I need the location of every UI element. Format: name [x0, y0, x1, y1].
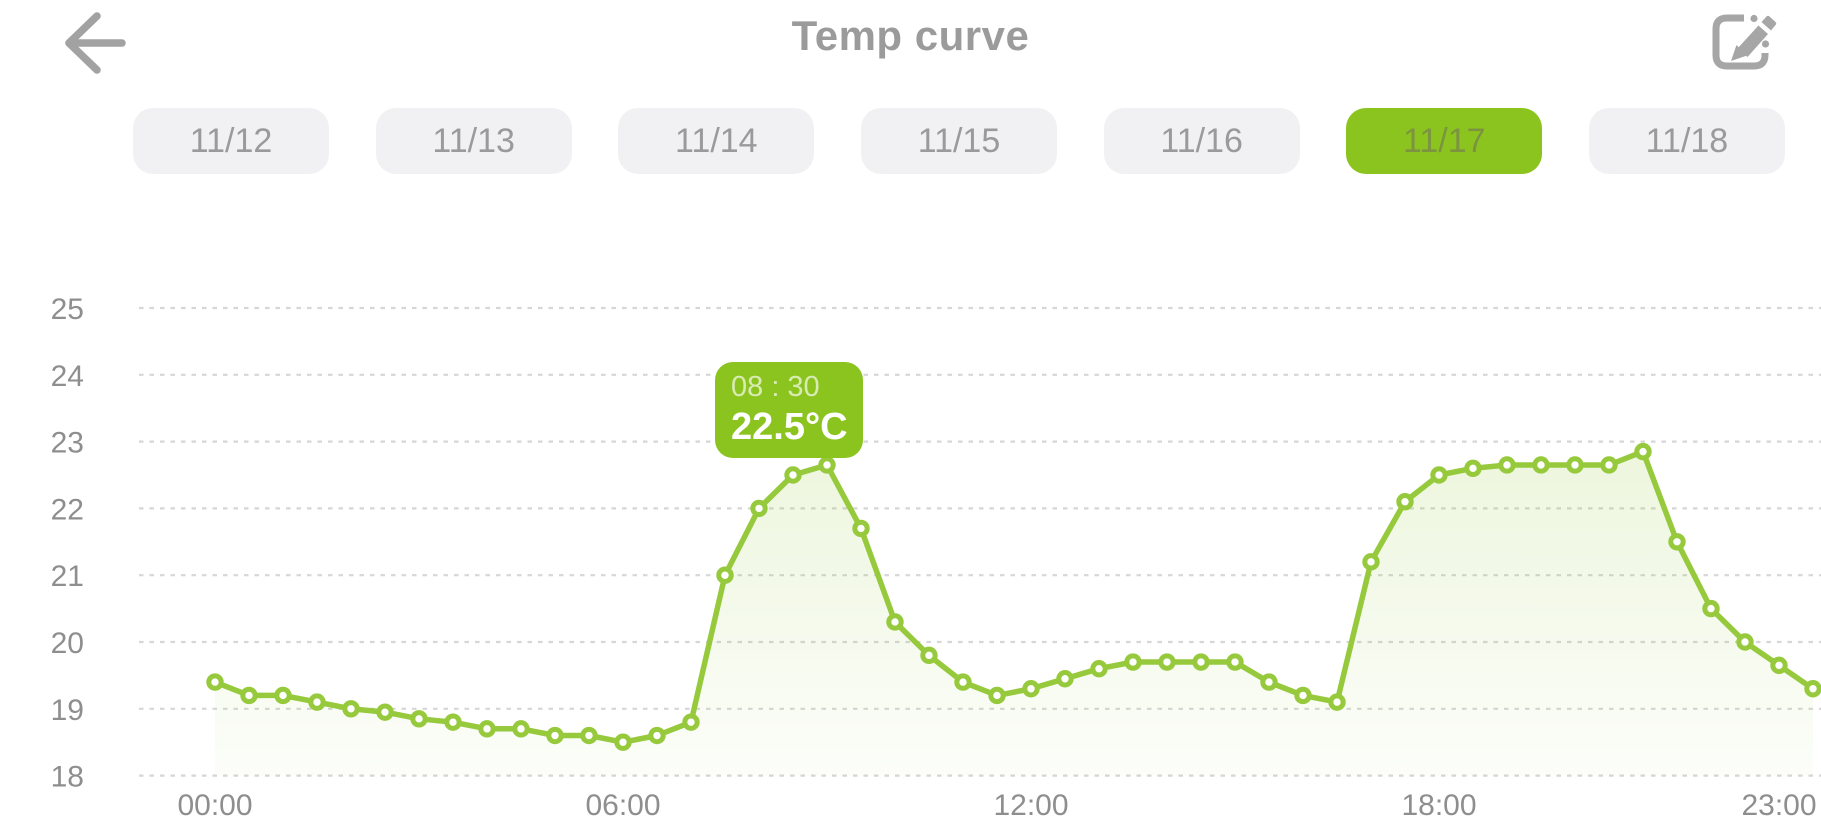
data-point-03:30[interactable] — [444, 713, 462, 731]
date-tab-11-17[interactable]: 11/17 — [1346, 108, 1543, 174]
data-point-20:30[interactable] — [1600, 456, 1618, 474]
data-point-01:30[interactable] — [308, 693, 326, 711]
data-point-09:30[interactable] — [852, 519, 870, 538]
data-point-15:00[interactable] — [1226, 653, 1244, 671]
y-tick-label-23: 23 — [51, 427, 84, 460]
y-tick-label-18: 18 — [51, 761, 84, 794]
temp-chart: 25 24 23 22 21 20 19 18 00:00 06:00 12:00 18:00 23:0… — [51, 293, 1821, 822]
x-tick-label-00:00: 00:00 — [177, 789, 252, 822]
data-point-20:00[interactable] — [1566, 456, 1584, 474]
date-tab-11-18[interactable]: 11/18 — [1588, 108, 1785, 174]
data-point-10:30[interactable] — [920, 646, 938, 665]
arrow-left-icon — [65, 12, 126, 74]
data-point-02:30[interactable] — [376, 703, 394, 721]
y-tick-label-19: 19 — [51, 694, 84, 727]
data-point-18:00[interactable] — [1430, 466, 1448, 484]
axis-label-layer: 25 24 23 22 21 20 19 18 00:00 06:00 12:00 18:00 23:0… — [51, 293, 1817, 822]
back-button[interactable] — [56, 4, 132, 80]
data-point-13:30[interactable] — [1124, 653, 1142, 671]
data-point-16:00[interactable] — [1294, 686, 1312, 705]
series-layer — [206, 442, 1821, 776]
date-tab-11-15[interactable]: 11/15 — [860, 108, 1057, 174]
data-point-00:30[interactable] — [240, 686, 258, 705]
data-point-17:30[interactable] — [1396, 493, 1414, 511]
data-point-11:30[interactable] — [988, 686, 1006, 705]
temp-area-fill — [215, 451, 1813, 776]
data-point-19:00[interactable] — [1498, 456, 1516, 474]
date-tabs: 11/12 11/13 11/14 11/15 11/16 11/17 11/18 — [133, 108, 1785, 174]
x-tick-label-23:00: 23:00 — [1741, 789, 1816, 822]
tooltip-time: 08 : 30 — [731, 371, 820, 403]
data-point-07:00[interactable] — [682, 713, 700, 731]
data-point-21:00[interactable] — [1634, 442, 1652, 461]
y-tick-label-22: 22 — [51, 493, 84, 526]
pencil-square-icon — [1712, 14, 1777, 70]
data-point-12:00[interactable] — [1022, 680, 1040, 698]
y-tick-label-24: 24 — [51, 360, 84, 393]
page-title: Temp curve — [791, 12, 1030, 59]
data-point-14:00[interactable] — [1158, 653, 1176, 671]
data-point-17:00[interactable] — [1362, 553, 1380, 571]
data-point-04:30[interactable] — [512, 720, 530, 738]
data-point-21:30[interactable] — [1668, 533, 1686, 551]
edit-button[interactable] — [1702, 0, 1784, 82]
data-point-00:00[interactable] — [206, 673, 224, 691]
data-point-04:00[interactable] — [478, 720, 496, 738]
x-tick-label-06:00: 06:00 — [585, 789, 660, 822]
data-point-16:30[interactable] — [1328, 693, 1346, 711]
data-point-06:00[interactable] — [614, 733, 632, 751]
data-point-03:00[interactable] — [410, 710, 428, 728]
data-point-18:30[interactable] — [1464, 459, 1482, 478]
date-tab-11-13[interactable]: 11/13 — [375, 108, 572, 174]
date-tab-11-16[interactable]: 11/16 — [1103, 108, 1300, 174]
y-tick-label-25: 25 — [51, 293, 84, 326]
date-tab-11-14[interactable]: 11/14 — [618, 108, 815, 174]
data-point-22:00[interactable] — [1702, 599, 1720, 618]
date-tab-11-12[interactable]: 11/12 — [133, 108, 329, 174]
data-point-10:00[interactable] — [886, 613, 904, 631]
y-tick-label-20: 20 — [51, 627, 84, 660]
data-point-01:00[interactable] — [274, 686, 292, 705]
tooltip: 08 : 30 22.5°C — [715, 362, 863, 458]
data-point-05:00[interactable] — [546, 726, 564, 745]
data-point-09:00[interactable] — [818, 456, 836, 474]
data-point-23:30[interactable] — [1804, 680, 1821, 698]
data-point-12:30[interactable] — [1056, 670, 1074, 688]
data-point-23:00[interactable] — [1770, 656, 1788, 675]
x-tick-label-18:00: 18:00 — [1401, 789, 1476, 822]
tooltip-temp: 22.5°C — [731, 405, 848, 448]
x-tick-label-12:00: 12:00 — [993, 789, 1068, 822]
data-point-13:00[interactable] — [1090, 660, 1108, 678]
data-point-14:30[interactable] — [1192, 653, 1210, 671]
data-point-15:30[interactable] — [1260, 673, 1278, 691]
data-point-22:30[interactable] — [1736, 633, 1754, 651]
y-tick-label-21: 21 — [51, 560, 84, 593]
data-point-05:30[interactable] — [580, 726, 598, 745]
data-point-02:00[interactable] — [342, 700, 360, 718]
data-point-11:00[interactable] — [954, 673, 972, 691]
data-point-08:00[interactable] — [750, 499, 768, 518]
data-point-07:30[interactable] — [716, 566, 734, 584]
data-point-06:30[interactable] — [648, 726, 666, 745]
data-point-08:30[interactable] — [784, 466, 802, 484]
data-point-19:30[interactable] — [1532, 456, 1550, 474]
